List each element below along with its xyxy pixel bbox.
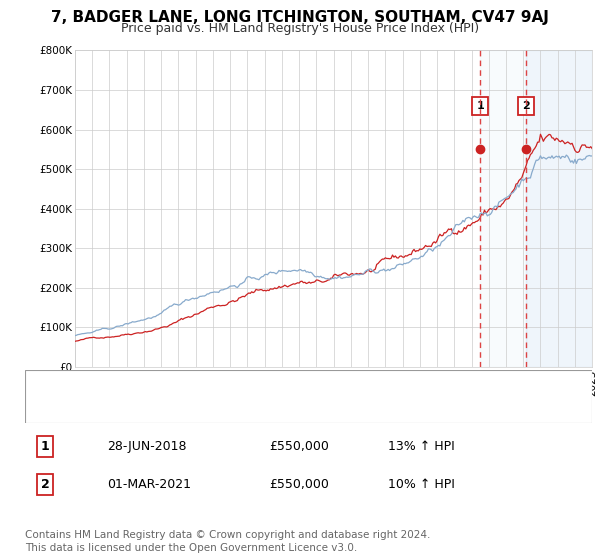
Bar — [526, 50, 592, 367]
Text: £550,000: £550,000 — [269, 478, 329, 491]
Text: 1: 1 — [41, 440, 49, 453]
Text: 2: 2 — [522, 101, 530, 111]
Text: 01-MAR-2021: 01-MAR-2021 — [107, 478, 191, 491]
Text: 10% ↑ HPI: 10% ↑ HPI — [388, 478, 455, 491]
Text: 2: 2 — [41, 478, 49, 491]
Text: 7, BADGER LANE, LONG ITCHINGTON, SOUTHAM, CV47 9AJ: 7, BADGER LANE, LONG ITCHINGTON, SOUTHAM… — [51, 10, 549, 25]
Text: Contains HM Land Registry data © Crown copyright and database right 2024.
This d: Contains HM Land Registry data © Crown c… — [25, 530, 431, 553]
Text: Price paid vs. HM Land Registry's House Price Index (HPI): Price paid vs. HM Land Registry's House … — [121, 22, 479, 35]
Text: 7, BADGER LANE, LONG ITCHINGTON, SOUTHAM, CV47 9AJ (detached house): 7, BADGER LANE, LONG ITCHINGTON, SOUTHAM… — [73, 378, 526, 391]
Text: 1: 1 — [476, 101, 484, 111]
Bar — [480, 50, 526, 367]
Text: 28-JUN-2018: 28-JUN-2018 — [107, 440, 187, 453]
Text: 13% ↑ HPI: 13% ↑ HPI — [388, 440, 455, 453]
Text: £550,000: £550,000 — [269, 440, 329, 453]
Text: HPI: Average price, detached house, Stratford-on-Avon: HPI: Average price, detached house, Stra… — [73, 403, 397, 416]
